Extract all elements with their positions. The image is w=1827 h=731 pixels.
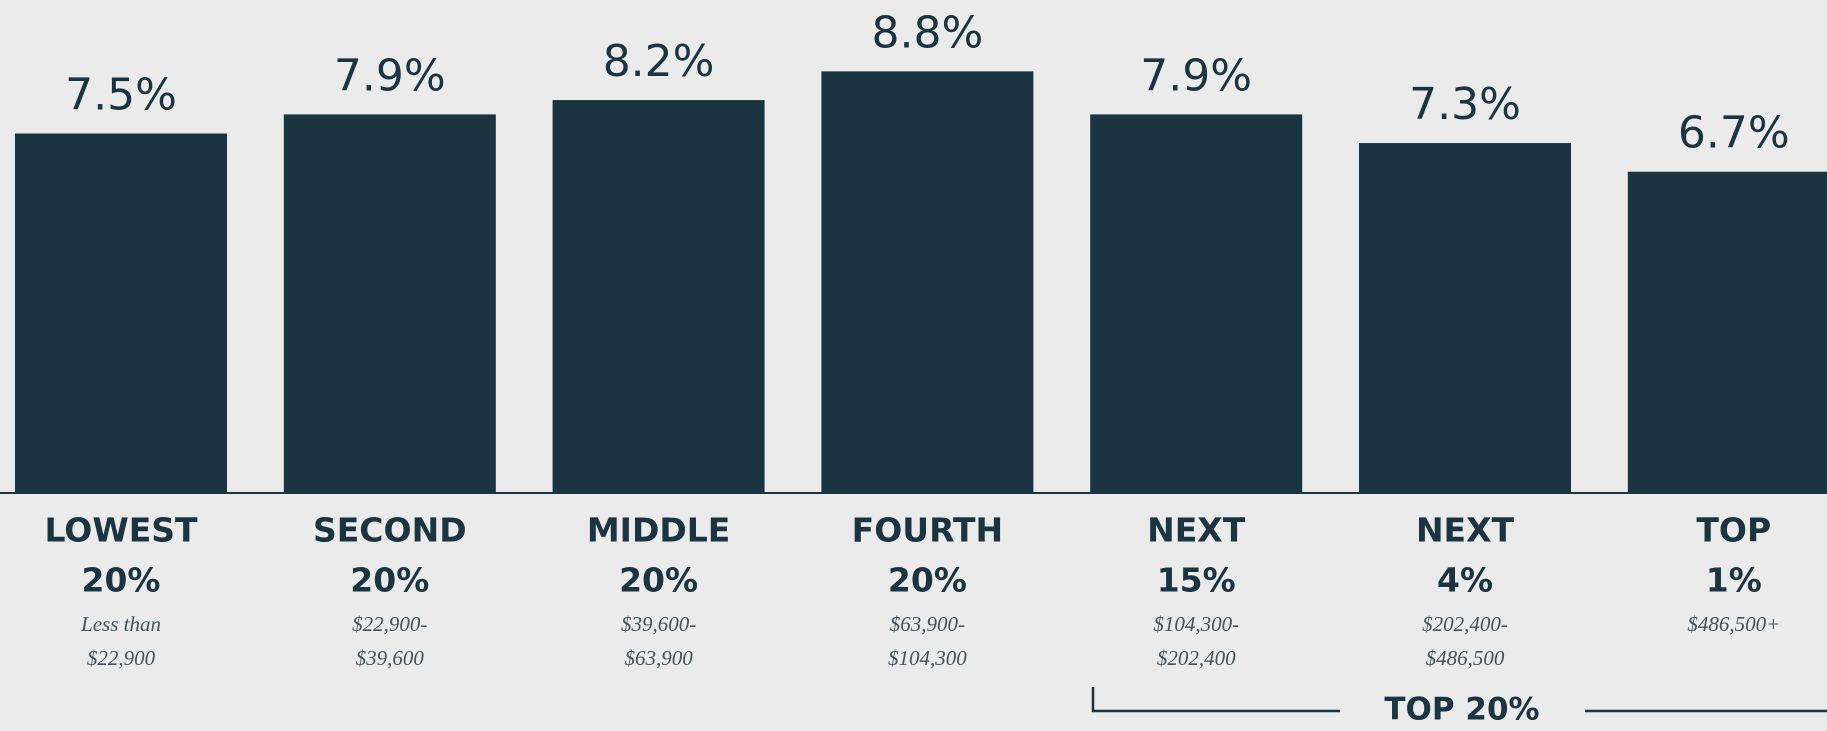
bracket [1091, 687, 1827, 713]
bracket-label: TOP 20% [1384, 692, 1539, 728]
bar [1090, 114, 1303, 492]
category-label: SECOND [313, 511, 467, 550]
bar [283, 114, 496, 492]
category-label: NEXT [1416, 511, 1515, 550]
income-range: $486,500 [1426, 646, 1505, 670]
category-label: 20% [619, 561, 698, 600]
bar [15, 133, 227, 492]
category-label: NEXT [1147, 511, 1246, 550]
income-range: $202,400 [1157, 646, 1236, 670]
income-range: $63,900 [624, 646, 693, 670]
value-label: 8.2% [603, 36, 715, 87]
income-range: $104,300- [1153, 612, 1239, 636]
category-label: 4% [1437, 561, 1493, 600]
bar [552, 100, 765, 492]
value-label: 7.5% [65, 70, 177, 121]
income-range: $22,900 [87, 646, 156, 670]
category-label: 1% [1706, 561, 1762, 600]
income-range: Less than [80, 612, 161, 636]
category-label: 20% [350, 561, 429, 600]
income-range: $22,900- [352, 612, 427, 636]
value-label: 7.9% [1140, 50, 1252, 101]
income-range: $63,900- [890, 612, 965, 636]
category-label: LOWEST [44, 511, 198, 550]
bar [821, 71, 1034, 493]
category-label: FOURTH [852, 511, 1003, 550]
value-label: 8.8% [872, 7, 984, 58]
category-label: 20% [82, 561, 161, 600]
value-label: 6.7% [1678, 108, 1790, 159]
income-range: $486,500+ [1687, 612, 1780, 636]
bar [1359, 143, 1571, 492]
category-label: 15% [1157, 561, 1236, 600]
income-range: $104,300 [888, 646, 967, 670]
income-range: $39,600- [621, 612, 696, 636]
income-range: $39,600 [356, 646, 425, 670]
value-label: 7.9% [334, 50, 446, 101]
category-label: TOP [1696, 511, 1771, 550]
income-range: $202,400- [1422, 612, 1508, 636]
category-label: MIDDLE [587, 511, 730, 550]
category-label: 20% [888, 561, 967, 600]
value-label: 7.3% [1409, 79, 1521, 130]
bar [1627, 171, 1827, 493]
